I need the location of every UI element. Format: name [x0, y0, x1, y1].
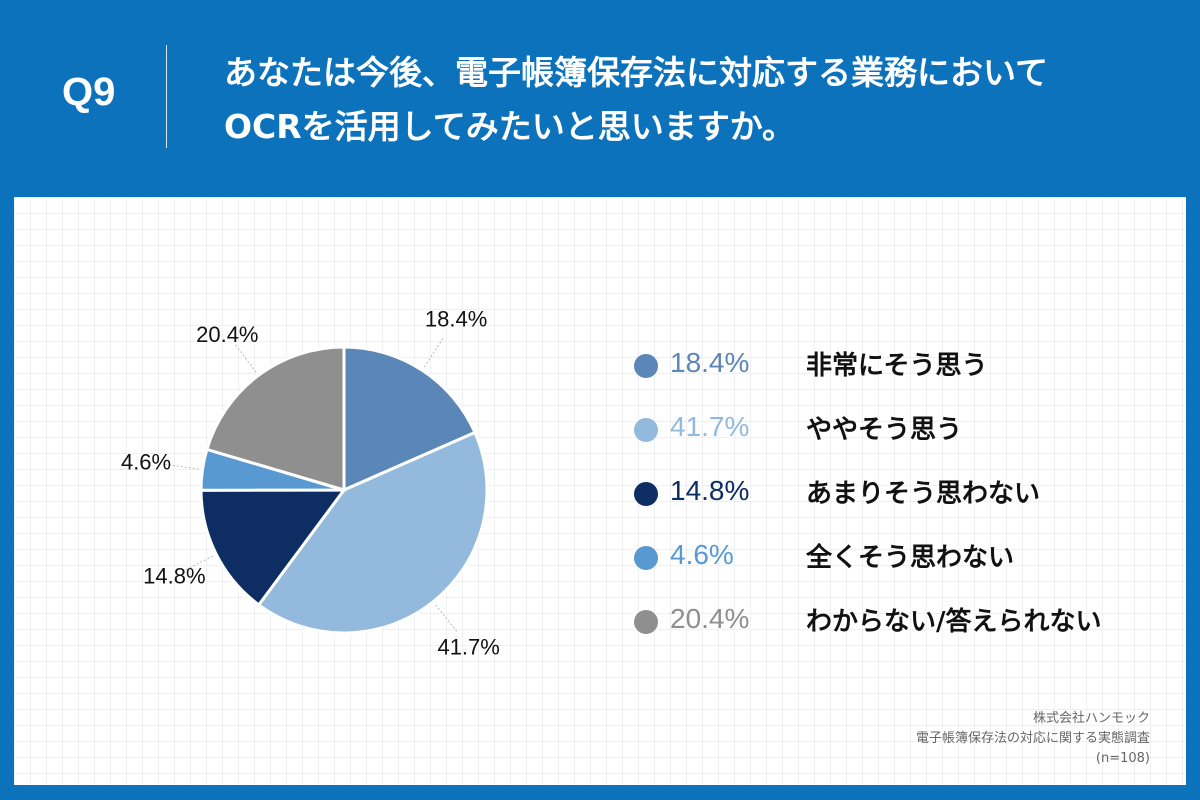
- leader-line: [435, 604, 458, 632]
- question-number: Q9: [62, 70, 116, 114]
- legend-percent: 4.6%: [670, 539, 734, 570]
- legend-swatch: [634, 418, 658, 442]
- pie-chart-svg: 18.4% 41.7% 14.8% 4.6% 20.4%: [121, 306, 500, 659]
- leader-line: [164, 463, 199, 470]
- legend-percent: 20.4%: [670, 603, 750, 634]
- legend-swatch: [634, 546, 658, 570]
- leader-line: [235, 344, 257, 373]
- legend-percent: 18.4%: [670, 347, 750, 378]
- pie-slice: [256, 430, 489, 635]
- legend-percent: 14.8%: [670, 475, 750, 506]
- pie-slice: [205, 345, 346, 493]
- pie-slice: [342, 345, 477, 493]
- source-note: 株式会社ハンモック 電子帳簿保存法の対応に関する実態調査 (n=108): [750, 709, 1150, 769]
- legend-swatch: [634, 354, 658, 378]
- legend-item: 41.7% ややそう思う: [626, 406, 1186, 470]
- question-title-line-2: OCRを活用してみたいと思いますか。: [224, 107, 796, 146]
- legend: 18.4% 非常にそう思う 41.7% ややそう思う 14.8% あまりそう思わ…: [626, 342, 1186, 662]
- source-sample-size: (n=108): [1095, 751, 1150, 766]
- legend-label: わからない/答えられない: [806, 607, 1102, 637]
- leader-line: [423, 338, 444, 368]
- legend-label: ややそう思う: [806, 415, 963, 445]
- legend-swatch: [634, 482, 658, 506]
- question-title: あなたは今後、電子帳簿保存法に対応する業務において OCRを活用してみたいと思い…: [224, 46, 1174, 154]
- legend-percent: 41.7%: [670, 411, 750, 442]
- legend-item: 4.6% 全くそう思わない: [626, 534, 1186, 598]
- legend-label: 全くそう思わない: [806, 543, 1015, 573]
- pie-slice: [199, 488, 347, 607]
- slice-data-label: 18.4%: [425, 306, 487, 331]
- slice-data-label: 14.8%: [143, 564, 205, 589]
- legend-label: あまりそう思わない: [806, 479, 1041, 509]
- legend-label: 非常にそう思う: [806, 351, 988, 381]
- question-title-line-1: あなたは今後、電子帳簿保存法に対応する業務において: [224, 53, 1049, 92]
- legend-item: 18.4% 非常にそう思う: [626, 342, 1186, 406]
- chart-panel: 18.4% 41.7% 14.8% 4.6% 20.4% 18.4% 非常にそう思う 4…: [14, 197, 1186, 785]
- legend-swatch: [634, 610, 658, 634]
- legend-item: 20.4% わからない/答えられない: [626, 598, 1186, 662]
- legend-item: 14.8% あまりそう思わない: [626, 470, 1186, 534]
- source-survey: 電子帳簿保存法の対応に関する実態調査: [915, 731, 1150, 746]
- source-company: 株式会社ハンモック: [1032, 711, 1150, 726]
- slice-data-label: 41.7%: [437, 634, 499, 659]
- leader-line: [182, 555, 213, 572]
- header-divider: [166, 45, 167, 148]
- header: Q9 あなたは今後、電子帳簿保存法に対応する業務において OCRを活用してみたい…: [0, 0, 1200, 190]
- pie-chart: 18.4% 41.7% 14.8% 4.6% 20.4%: [14, 197, 614, 785]
- slice-data-label: 20.4%: [196, 322, 258, 347]
- slice-data-label: 4.6%: [121, 449, 171, 474]
